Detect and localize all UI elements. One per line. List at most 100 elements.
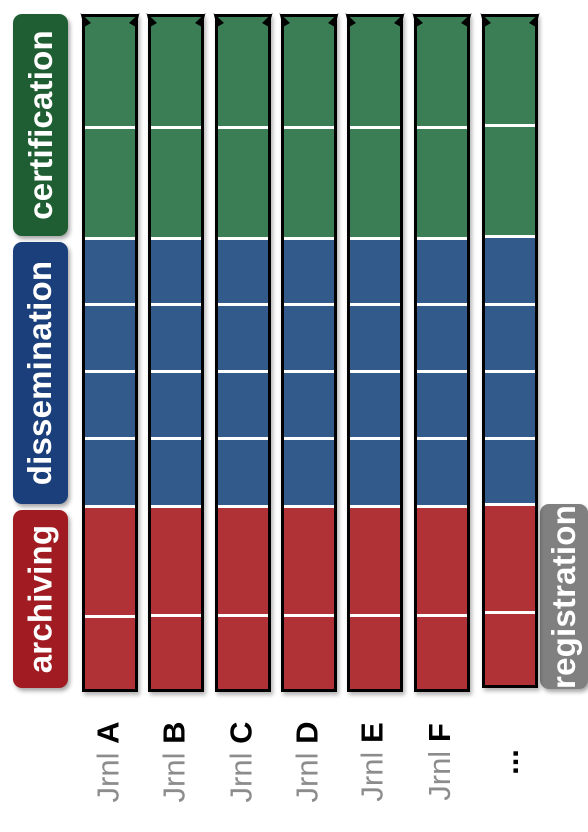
dissemination-label-text: dissemination (21, 260, 59, 486)
dissemination-segment (417, 240, 467, 306)
column-corner-mark (262, 10, 276, 28)
column-corner-mark (129, 10, 143, 28)
dissemination-segment (417, 306, 467, 373)
dissemination-segment (350, 306, 400, 373)
archiving-label-text: archiving (21, 524, 59, 674)
column-corner-mark (328, 10, 342, 28)
dissemination-segment (350, 240, 400, 306)
certification-segment (85, 129, 135, 240)
certification-segment (350, 17, 400, 129)
journal-prefix: Jrnl (355, 743, 391, 802)
journal-prefix: Jrnl (422, 742, 458, 801)
archiving-segment (417, 617, 467, 689)
certification-segment (151, 17, 201, 129)
dissemination-segment (417, 440, 467, 508)
dissemination-segment (350, 373, 400, 440)
archiving-label: archiving (13, 510, 68, 688)
dissemination-segment (85, 440, 135, 508)
journal-letter: ... (490, 749, 525, 775)
journal-letter: C (223, 721, 258, 744)
dissemination-segment (151, 240, 201, 306)
dissemination-segment (485, 306, 535, 373)
dissemination-label: dissemination (13, 242, 68, 504)
dissemination-segment (85, 373, 135, 440)
dissemination-segment (485, 238, 535, 306)
certification-segment (218, 17, 268, 129)
dissemination-segment (485, 373, 535, 440)
registration-label: registration (540, 504, 588, 689)
column-corner-mark (195, 10, 209, 28)
archiving-segment (350, 508, 400, 617)
dissemination-segment (85, 240, 135, 306)
dissemination-segment (284, 306, 334, 373)
journal-letter: D (289, 721, 324, 744)
journal-label: Jrnl C (213, 692, 269, 832)
certification-segment (417, 17, 467, 129)
column-corner-mark (394, 10, 408, 28)
archiving-segment (417, 508, 467, 617)
journal-label: ... (480, 692, 536, 832)
archiving-segment (218, 508, 268, 617)
journal-prefix: Jrnl (90, 743, 125, 803)
archiving-segment (218, 617, 268, 689)
certification-segment (284, 129, 334, 240)
journal-label-text: Jrnl D (289, 722, 325, 803)
journal-label: Jrnl A (80, 692, 136, 832)
journal-label-text: ... (490, 749, 526, 775)
dissemination-segment (218, 306, 268, 373)
dissemination-segment (151, 373, 201, 440)
dissemination-segment (284, 373, 334, 440)
dissemination-segment (485, 440, 535, 506)
journal-letter: F (422, 723, 458, 743)
dissemination-segment (417, 373, 467, 440)
journal-label-text: Jrnl B (156, 722, 192, 803)
archiving-segment (485, 614, 535, 685)
column-corner-mark (461, 10, 475, 28)
archiving-segment (350, 617, 400, 689)
journal-label-text: Jrnl E (355, 722, 391, 801)
certification-segment (151, 129, 201, 240)
journal-column (477, 10, 543, 688)
journal-column (409, 10, 475, 692)
archiving-segment (151, 617, 201, 689)
dissemination-segment (284, 440, 334, 508)
journal-column (143, 10, 209, 692)
certification-segment (350, 129, 400, 240)
dissemination-segment (151, 306, 201, 373)
archiving-segment (485, 506, 535, 614)
dissemination-segment (218, 373, 268, 440)
dissemination-segment (218, 240, 268, 306)
registration-label-text: registration (545, 504, 582, 689)
journal-label: Jrnl D (279, 692, 335, 832)
archiving-segment (284, 617, 334, 689)
archiving-segment (284, 508, 334, 617)
journal-column (77, 10, 143, 692)
certification-segment (218, 129, 268, 240)
journal-label: Jrnl E (345, 692, 401, 832)
certification-segment (485, 17, 535, 127)
certification-label: certification (13, 14, 68, 236)
journal-label-text: Jrnl C (223, 722, 259, 803)
certification-segment (85, 17, 135, 129)
journal-prefix: Jrnl (223, 743, 258, 803)
certification-segment (485, 127, 535, 238)
archiving-segment (85, 508, 135, 618)
journal-label-text: Jrnl A (90, 722, 126, 803)
archiving-segment (85, 618, 135, 689)
journal-prefix: Jrnl (289, 743, 324, 803)
certification-label-text: certification (21, 30, 59, 220)
journal-column (276, 10, 342, 692)
column-corner-mark (529, 10, 543, 28)
journal-column (210, 10, 276, 692)
journal-label: Jrnl B (146, 692, 202, 832)
certification-segment (417, 129, 467, 240)
journal-letter: E (355, 722, 391, 744)
journal-column (342, 10, 408, 692)
dissemination-segment (218, 440, 268, 508)
journal-letter: B (156, 721, 191, 744)
journal-prefix: Jrnl (156, 743, 191, 803)
journal-letter: A (90, 721, 125, 744)
journal-label: Jrnl F (412, 692, 468, 832)
dissemination-segment (151, 440, 201, 508)
archiving-segment (151, 508, 201, 617)
